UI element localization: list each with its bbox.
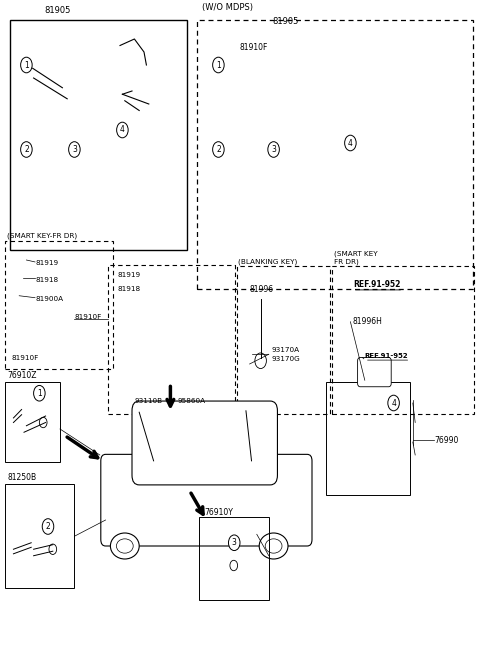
Bar [326,382,410,495]
Text: (SMART KEY-FR DR): (SMART KEY-FR DR) [7,233,77,239]
Ellipse shape [259,533,288,559]
Text: 81905: 81905 [273,17,299,26]
Text: 81910F: 81910F [74,314,102,320]
Circle shape [39,417,47,428]
Ellipse shape [117,539,133,553]
Text: 76910Y: 76910Y [204,508,233,517]
Text: 2: 2 [216,145,221,154]
FancyBboxPatch shape [358,358,391,387]
Text: 2: 2 [46,522,50,531]
Ellipse shape [265,539,282,553]
Text: 81910F: 81910F [240,43,268,52]
Circle shape [228,535,240,551]
Text: 81996H: 81996H [353,317,383,326]
Text: 3: 3 [271,145,276,154]
Circle shape [268,142,279,157]
Circle shape [42,519,54,534]
Text: 81905: 81905 [45,6,71,15]
Circle shape [117,122,128,138]
Bar [5,484,74,588]
Bar [10,20,187,250]
Text: 4: 4 [348,138,353,148]
Circle shape [213,57,224,73]
Text: 81919: 81919 [118,272,141,278]
Text: (BLANKING KEY): (BLANKING KEY) [238,258,297,265]
Text: 76990: 76990 [434,436,459,445]
Text: 2: 2 [24,145,29,154]
Bar [5,382,60,461]
Text: 1: 1 [24,60,29,70]
Ellipse shape [110,533,139,559]
Text: (SMART KEY
FR DR): (SMART KEY FR DR) [334,250,377,265]
Text: 81919: 81919 [36,260,59,266]
Text: 81918: 81918 [118,287,141,292]
Text: 3: 3 [232,538,237,547]
Text: 1: 1 [216,60,221,70]
Text: 81918: 81918 [36,276,59,283]
Text: 93170G: 93170G [271,356,300,362]
Text: 81910F: 81910F [12,355,39,361]
Text: 1: 1 [37,389,42,398]
Bar [332,266,474,414]
Bar [197,20,473,289]
Text: 81250B: 81250B [7,473,36,482]
Circle shape [255,353,266,369]
Text: 81900A: 81900A [36,296,64,302]
Bar [5,241,113,369]
Text: 93170A: 93170A [271,346,300,353]
Text: 76910Z: 76910Z [7,371,36,380]
Text: 95860A: 95860A [178,398,206,404]
Circle shape [345,135,356,151]
Circle shape [69,142,80,157]
Text: REF.91-952: REF.91-952 [365,354,408,359]
Bar [237,266,330,414]
FancyBboxPatch shape [132,401,277,485]
Text: 4: 4 [120,125,125,135]
Text: 4: 4 [391,398,396,408]
Bar [108,265,235,414]
Circle shape [21,57,32,73]
Text: (W/O MDPS): (W/O MDPS) [202,3,252,12]
Circle shape [21,142,32,157]
Bar [199,517,269,600]
Text: 81996: 81996 [250,285,274,294]
FancyBboxPatch shape [101,454,312,546]
Circle shape [388,395,399,411]
Text: REF.91-952: REF.91-952 [353,280,400,289]
Circle shape [34,385,45,401]
Circle shape [230,560,238,571]
Text: 93110B: 93110B [134,398,163,404]
Circle shape [213,142,224,157]
Circle shape [49,544,57,554]
Text: 3: 3 [72,145,77,154]
